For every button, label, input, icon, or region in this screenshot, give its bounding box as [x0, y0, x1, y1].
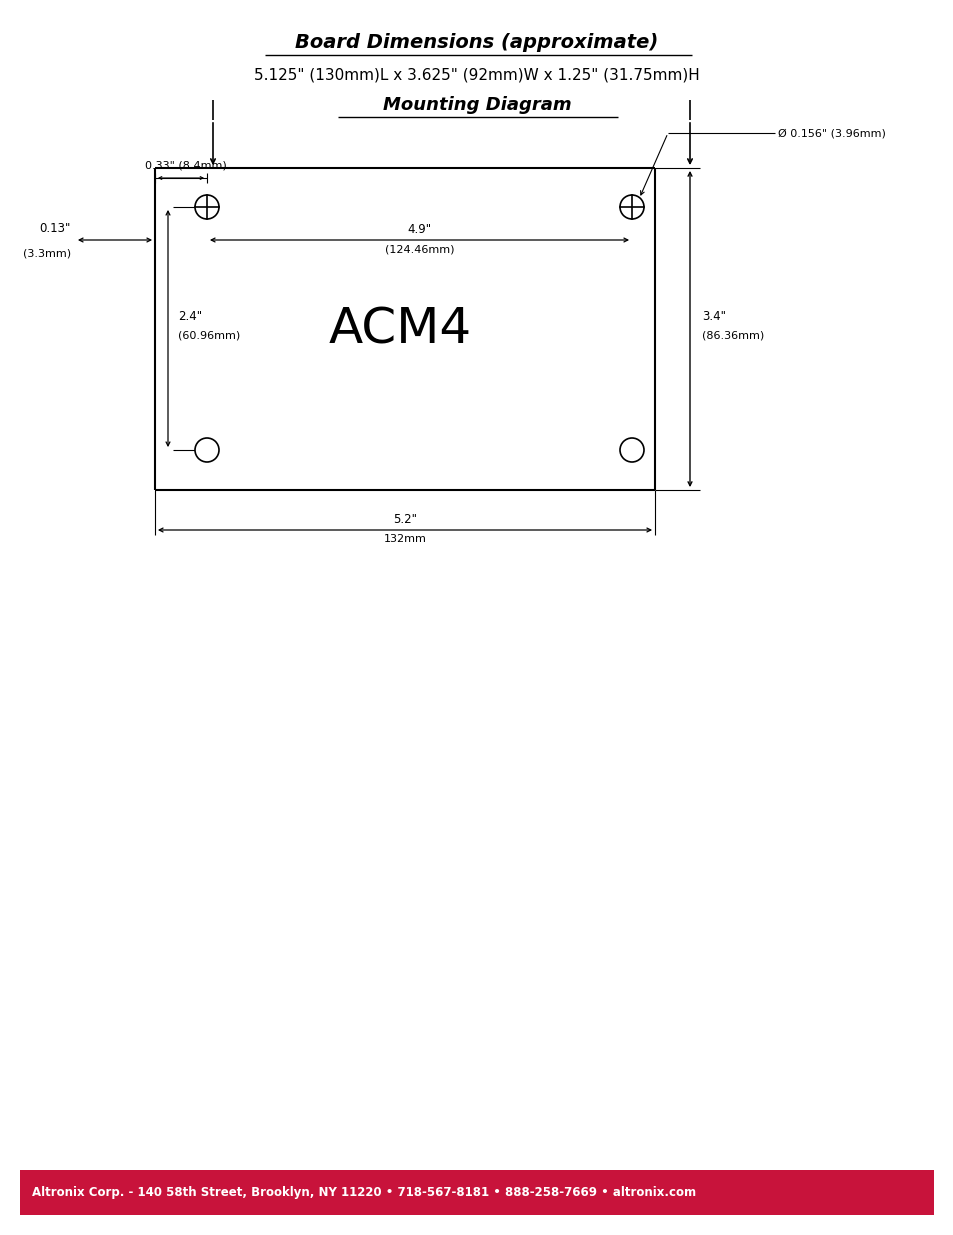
- Text: 2.4": 2.4": [178, 310, 202, 322]
- Circle shape: [619, 438, 643, 462]
- Text: 4.9": 4.9": [407, 224, 431, 236]
- Bar: [20, 1170, 933, 1215]
- Text: Mounting Diagram: Mounting Diagram: [382, 96, 571, 114]
- Text: 5.125" (130mm)L x 3.625" (92mm)W x 1.25" (31.75mm)H: 5.125" (130mm)L x 3.625" (92mm)W x 1.25"…: [253, 68, 700, 83]
- Text: (124.46mm): (124.46mm): [384, 245, 454, 254]
- Text: 0.33" (8.4mm): 0.33" (8.4mm): [145, 161, 227, 170]
- Text: 5.2": 5.2": [393, 513, 416, 526]
- Text: 3.4": 3.4": [701, 310, 725, 324]
- Text: Ø 0.156" (3.96mm): Ø 0.156" (3.96mm): [778, 128, 885, 138]
- Text: Altronix Corp. - 140 58th Street, Brooklyn, NY 11220 • 718-567-8181 • 888-258-76: Altronix Corp. - 140 58th Street, Brookl…: [32, 1186, 696, 1199]
- Text: ACM4: ACM4: [328, 306, 471, 354]
- Circle shape: [194, 195, 219, 219]
- Text: Board Dimensions (approximate): Board Dimensions (approximate): [295, 32, 658, 52]
- Text: 0.13": 0.13": [40, 222, 71, 235]
- Circle shape: [194, 438, 219, 462]
- Text: (3.3mm): (3.3mm): [23, 248, 71, 258]
- Circle shape: [619, 195, 643, 219]
- Text: 132mm: 132mm: [383, 534, 426, 543]
- Text: (60.96mm): (60.96mm): [178, 331, 240, 341]
- Text: (86.36mm): (86.36mm): [701, 331, 763, 341]
